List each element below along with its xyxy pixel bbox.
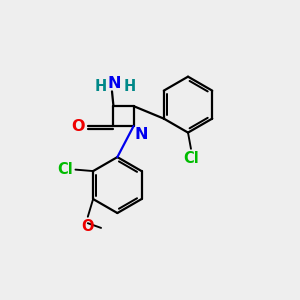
Text: Cl: Cl [183, 151, 199, 166]
Text: O: O [71, 119, 85, 134]
Text: N: N [135, 128, 148, 142]
Text: H: H [123, 80, 135, 94]
Text: O: O [82, 219, 94, 234]
Text: Cl: Cl [57, 162, 73, 177]
Text: H: H [94, 80, 107, 94]
Text: N: N [108, 76, 121, 91]
